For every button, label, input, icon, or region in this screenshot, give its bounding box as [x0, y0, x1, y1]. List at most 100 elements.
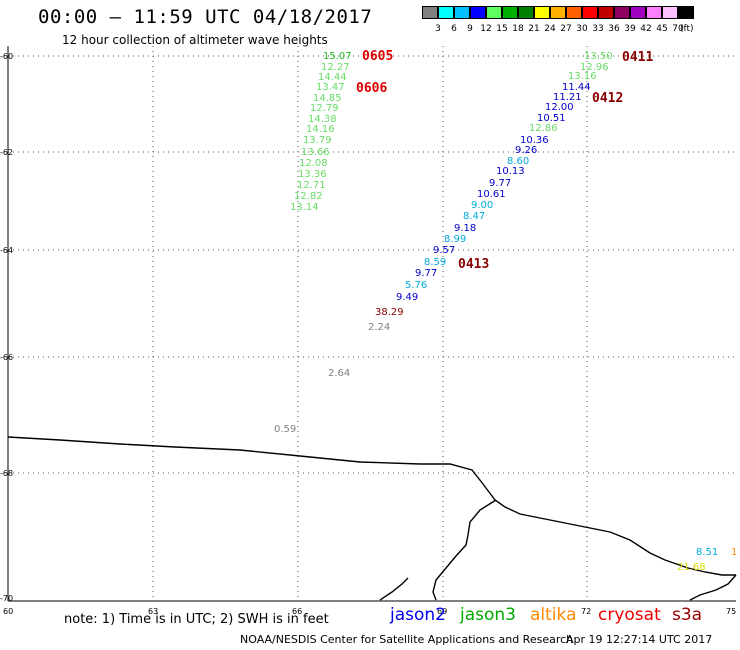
colorbar-tick-label: 12	[480, 24, 492, 34]
map-title: 00:00 – 11:59 UTC 04/18/2017	[38, 6, 373, 28]
latitude-label: -66	[0, 353, 13, 362]
credit-line: NOAA/NESDIS Center for Satellite Applica…	[240, 633, 574, 646]
swh-value: 12.00	[545, 102, 574, 113]
legend-altika: altika	[530, 605, 577, 625]
colorbar-tick-label: 6	[451, 24, 457, 34]
colorbar-swatch	[486, 6, 502, 19]
longitude-labels: 60 63 66 69 72 75	[3, 607, 736, 616]
colorbar-swatch	[438, 6, 454, 19]
colorbar-swatch	[470, 6, 486, 19]
latitude-labels: -60 -62 -64 -66 -68 -70	[0, 52, 13, 603]
pass-time: 0411	[622, 50, 653, 65]
legend-jason3: jason3	[460, 605, 516, 625]
swh-value: 11.44	[562, 82, 591, 93]
plot-frame	[7, 46, 736, 602]
latitude-label: -62	[0, 148, 13, 157]
colorbar-swatch	[582, 6, 598, 19]
latitude-label: -64	[0, 246, 13, 255]
colorbar-tick-label: 30	[576, 24, 588, 34]
swh-value: 2.24	[368, 322, 390, 333]
swh-value: 13.36	[298, 169, 327, 180]
colorbar-swatch	[550, 6, 566, 19]
swh-value: 1	[731, 547, 737, 558]
swh-value: 9.49	[396, 292, 418, 303]
colorbar-unit: (ft)	[680, 24, 694, 34]
pass-time: 0606	[356, 81, 387, 96]
swh-value: 14.16	[306, 124, 335, 135]
swh-value: 14.44	[318, 72, 347, 83]
swh-value: 14.38	[308, 114, 337, 125]
colorbar-swatch	[662, 6, 678, 19]
swh-value: 15.07	[323, 51, 352, 62]
swh-value: 11.21	[553, 92, 582, 103]
swh-value: 12.82	[294, 191, 323, 202]
colorbar-swatch	[678, 6, 694, 19]
legend-s3a: s3a	[672, 605, 703, 625]
colorbar-swatch	[598, 6, 614, 19]
swh-value: 10.36	[520, 135, 549, 146]
swh-value: 10.13	[496, 166, 525, 177]
coastline-segment	[379, 577, 409, 601]
colorbar-swatch	[518, 6, 534, 19]
antarctic-coastline	[7, 436, 736, 576]
ice-shelf-outline	[432, 499, 497, 601]
swh-value: 10.51	[537, 113, 566, 124]
legend-cryosat: cryosat	[598, 605, 661, 625]
pass-time: 0605	[362, 49, 393, 64]
swh-value: 8.60	[507, 156, 529, 167]
latitude-label: -60	[0, 52, 13, 61]
longitude-label: 72	[581, 607, 591, 616]
swh-value: 38.29	[375, 307, 404, 318]
colorbar-tick-label: 36	[608, 24, 620, 34]
colorbar-tick-label: 70	[672, 24, 684, 34]
swh-value: 21.68	[677, 562, 706, 573]
colorbar-tick-label: 33	[592, 24, 604, 34]
colorbar-tick-label: 45	[656, 24, 668, 34]
latitude-label: -68	[0, 469, 13, 478]
colorbar-tick-label: 18	[512, 24, 524, 34]
footer-note: note: 1) Time is in UTC; 2) SWH is in fe…	[64, 612, 329, 627]
swh-value: 13.79	[303, 135, 332, 146]
swh-value: 10.61	[477, 189, 506, 200]
swh-value: 9.18	[454, 223, 476, 234]
pass-time-labels: 0605 0606 0411 0412 0413	[356, 49, 653, 272]
colorbar-tick-label: 9	[467, 24, 473, 34]
swh-value: 9.26	[515, 145, 537, 156]
swh-value: 8.47	[463, 211, 485, 222]
swh-value: 9.57	[433, 245, 455, 256]
swh-value: 5.76	[405, 280, 427, 291]
colorbar-tick-label: 21	[528, 24, 540, 34]
colorbar-tick-label: 42	[640, 24, 652, 34]
swh-labels: 15.0712.2714.4413.4714.8512.7914.3814.16…	[274, 51, 737, 573]
longitude-label: 63	[148, 607, 158, 616]
swh-value: 13.14	[290, 202, 319, 213]
colorbar-swatch	[534, 6, 550, 19]
map-subtitle: 12 hour collection of altimeter wave hei…	[62, 33, 328, 47]
swh-value: 13.16	[568, 71, 597, 82]
legend-jason2: jason2	[390, 605, 446, 625]
colorbar-swatch	[422, 6, 438, 19]
swh-value: 13.50	[584, 51, 613, 62]
colorbar-tick-label: 3	[435, 24, 441, 34]
swh-value: 9.77	[415, 268, 437, 279]
coastline-segment-east	[689, 574, 737, 601]
swh-value: 13.47	[316, 82, 345, 93]
swh-value: 8.59	[424, 257, 446, 268]
colorbar-swatch	[646, 6, 662, 19]
swh-value: 0.59	[274, 424, 296, 435]
latitude-label: -70	[0, 594, 13, 603]
swh-value: 13.66	[301, 147, 330, 158]
swh-value: 8.99	[444, 234, 466, 245]
swh-value: 12.96	[580, 62, 609, 73]
colorbar-tick-label: 24	[544, 24, 556, 34]
swh-value: 12.27	[321, 62, 350, 73]
longitude-label: 69	[437, 607, 447, 616]
colorbar-swatch	[630, 6, 646, 19]
colorbar-tick-label: 15	[496, 24, 508, 34]
colorbar-tick-label: 27	[560, 24, 572, 34]
generated-timestamp: Apr 19 12:27:14 UTC 2017	[566, 633, 713, 646]
colorbar-swatch	[454, 6, 470, 19]
swh-value: 8.51	[696, 547, 718, 558]
